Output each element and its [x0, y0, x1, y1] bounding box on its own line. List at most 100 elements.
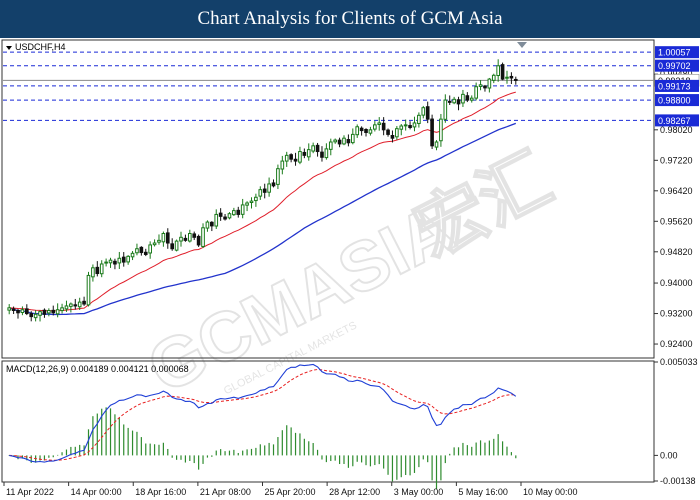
- candle-body: [478, 84, 483, 87]
- candle-body: [505, 76, 509, 79]
- macd-histogram-bar: [391, 455, 394, 482]
- candle: [86, 271, 91, 307]
- candle-body: [20, 309, 25, 314]
- macd-histogram-bar: [215, 450, 217, 456]
- candle: [7, 304, 12, 315]
- macd-histogram-bar: [39, 455, 41, 461]
- candle-body: [179, 236, 183, 242]
- macd-histogram-bar: [475, 442, 477, 456]
- level-tag-bg: [655, 114, 699, 127]
- macd-histogram-bar: [74, 446, 76, 456]
- candle: [373, 121, 377, 132]
- candle-body: [408, 125, 412, 129]
- candle: [183, 234, 188, 242]
- candle-body: [513, 78, 518, 81]
- candle: [271, 179, 276, 188]
- candle: [430, 114, 434, 150]
- candle: [262, 183, 267, 199]
- macd-histogram-bar: [286, 425, 288, 456]
- candle-body: [64, 305, 69, 310]
- candle: [91, 264, 95, 282]
- candle: [117, 251, 122, 269]
- macd-histogram-bar: [378, 455, 380, 465]
- macd-histogram-bar: [184, 455, 187, 463]
- candle: [439, 113, 443, 147]
- macd-histogram-bar: [405, 455, 407, 476]
- candle: [135, 243, 139, 256]
- candle-body: [324, 148, 329, 159]
- candle-body: [333, 139, 338, 143]
- macd-histogram-bar: [26, 455, 28, 461]
- macd-histogram-bar: [175, 455, 178, 460]
- macd-histogram-bar: [198, 455, 200, 470]
- candle-body: [456, 99, 461, 105]
- candle-body: [7, 307, 12, 311]
- macd-histogram-bar: [281, 430, 283, 456]
- candle-body: [232, 210, 236, 216]
- candle: [276, 164, 280, 190]
- candle-body: [113, 260, 117, 265]
- macd-histogram-bar: [413, 455, 416, 473]
- macd-histogram-bar: [277, 437, 279, 456]
- candle-body: [403, 124, 408, 127]
- candle-body: [359, 127, 364, 132]
- candle-body: [210, 221, 214, 227]
- candle-body: [373, 124, 377, 130]
- candle-body: [487, 78, 492, 89]
- candle-body: [148, 244, 152, 254]
- candle: [505, 70, 509, 84]
- level-tag-label: 0.99173: [658, 81, 691, 91]
- candle-body: [47, 309, 51, 314]
- macd-histogram-bar: [299, 433, 301, 456]
- macd-histogram-bar: [114, 414, 116, 456]
- candle-body: [483, 85, 487, 89]
- candle: [214, 209, 219, 229]
- candle-body: [170, 243, 175, 250]
- candle-body: [412, 122, 417, 128]
- candle: [161, 231, 166, 247]
- candle-body: [126, 255, 130, 263]
- macd-histogram-bar: [61, 452, 63, 456]
- candle: [478, 80, 483, 91]
- chart-area[interactable]: GCMASIA 宏汇 GLOBAL CAPITAL MARKETS USDCHF…: [0, 38, 700, 500]
- candle-body: [289, 154, 293, 160]
- macd-histogram-bar: [435, 455, 438, 490]
- macd-histogram-bar: [365, 455, 367, 466]
- candle-body: [95, 266, 100, 275]
- macd-histogram-bar: [92, 416, 94, 456]
- candle-body: [183, 237, 188, 241]
- symbol-dropdown-icon[interactable]: [6, 46, 12, 50]
- candle-body: [99, 263, 104, 275]
- candle: [73, 298, 78, 310]
- candle-body: [11, 308, 16, 311]
- macd-histogram-bar: [189, 455, 191, 461]
- macd-histogram-bar: [109, 408, 112, 456]
- macd-histogram-bar: [449, 453, 451, 456]
- candle-body: [196, 235, 201, 246]
- macd-histogram-bar: [171, 455, 173, 458]
- macd-panel: [1, 360, 655, 483]
- candle: [60, 303, 64, 314]
- candle-body: [417, 114, 421, 124]
- level-tag-label: 0.98267: [658, 116, 691, 126]
- level-tag-bg: [655, 59, 699, 72]
- candle: [381, 117, 386, 136]
- macd-histogram-bar: [506, 446, 508, 456]
- macd-histogram-bar: [387, 455, 389, 475]
- candle: [148, 241, 152, 259]
- candle-body: [29, 313, 34, 318]
- x-tick-label: 25 Apr 20:00: [265, 487, 316, 497]
- y-tick-label: 0.97220: [660, 155, 693, 165]
- macd-histogram-bar: [264, 445, 266, 456]
- macd-histogram-bar: [321, 455, 323, 460]
- macd-histogram-bar: [193, 455, 195, 464]
- candle-body: [25, 308, 29, 315]
- macd-histogram-bar: [338, 455, 341, 465]
- candle-body: [377, 122, 382, 125]
- macd-histogram-bar: [79, 444, 81, 456]
- x-tick-label: 21 Apr 08:00: [200, 487, 251, 497]
- candle-body: [77, 301, 82, 308]
- candle: [289, 153, 293, 163]
- symbol-label: USDCHF,H4: [15, 42, 66, 52]
- macd-histogram-bar: [453, 447, 455, 456]
